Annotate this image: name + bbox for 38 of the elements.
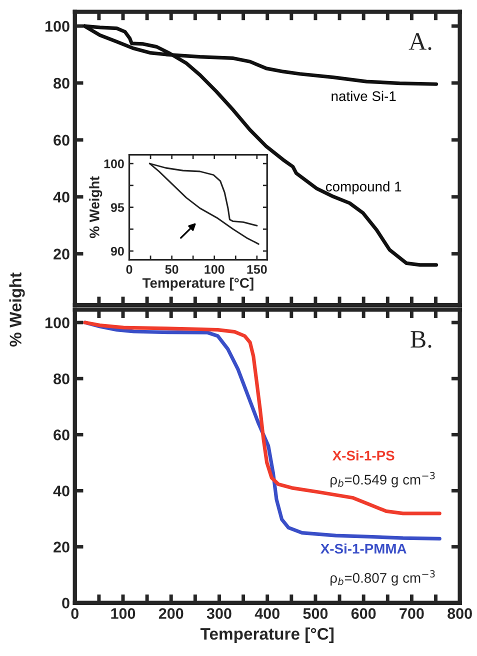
x-tick-label: 150: [247, 264, 267, 274]
x-tick-label: 300: [206, 608, 232, 619]
y-tick-label: 100: [46, 317, 70, 328]
x-tick-label: 0: [71, 608, 79, 619]
y-tick-label: 20: [54, 542, 70, 552]
x-axis-title: Temperature [°C]: [142, 278, 254, 291]
y-tick-label: 80: [54, 373, 70, 384]
series-label: compound 1: [326, 181, 402, 194]
y-tick-label: 90: [110, 246, 124, 256]
text: X-Si-1-PS: [332, 450, 394, 461]
y-axis-title: % Weight: [9, 272, 25, 347]
annotation: A.: [408, 33, 432, 50]
y-tick-label: 80: [54, 78, 70, 89]
x-tick-label: 800: [448, 608, 472, 619]
y-tick-label: 95: [110, 203, 124, 212]
annotation: B.: [410, 331, 432, 348]
annotation: ρ$_{b}$=0.807 g cm$^{−3}$: [330, 570, 435, 586]
y-tick-label: 100: [46, 20, 70, 32]
y-tick-label: 60: [54, 134, 70, 146]
y-tick-label: 40: [53, 486, 70, 496]
x-tick-label: 500: [303, 608, 328, 619]
y-tick-label: 60: [54, 430, 70, 440]
x-tick-label: 600: [351, 608, 376, 619]
x-tick-label: 400: [254, 608, 280, 619]
x-tick-label: 0: [126, 264, 132, 274]
y-tick-label: 0: [62, 598, 70, 609]
series-label: X-Si-1-PMMA: [320, 543, 406, 554]
y-axis-title: % Weight: [89, 176, 102, 238]
y-tick-label: 40: [53, 192, 70, 203]
x-axis-title: Temperature [°C]: [200, 628, 334, 644]
x-tick-label: 100: [204, 264, 224, 274]
y-tick-label: 20: [54, 248, 70, 260]
annotation: ρ$_{b}$=0.549 g cm$^{−3}$: [330, 472, 435, 488]
series-label: native Si-1: [332, 90, 396, 102]
x-tick-label: 50: [165, 264, 178, 274]
x-tick-label: 200: [158, 608, 184, 619]
y-tick-label: 100: [104, 159, 124, 168]
x-tick-label: 700: [400, 608, 424, 619]
